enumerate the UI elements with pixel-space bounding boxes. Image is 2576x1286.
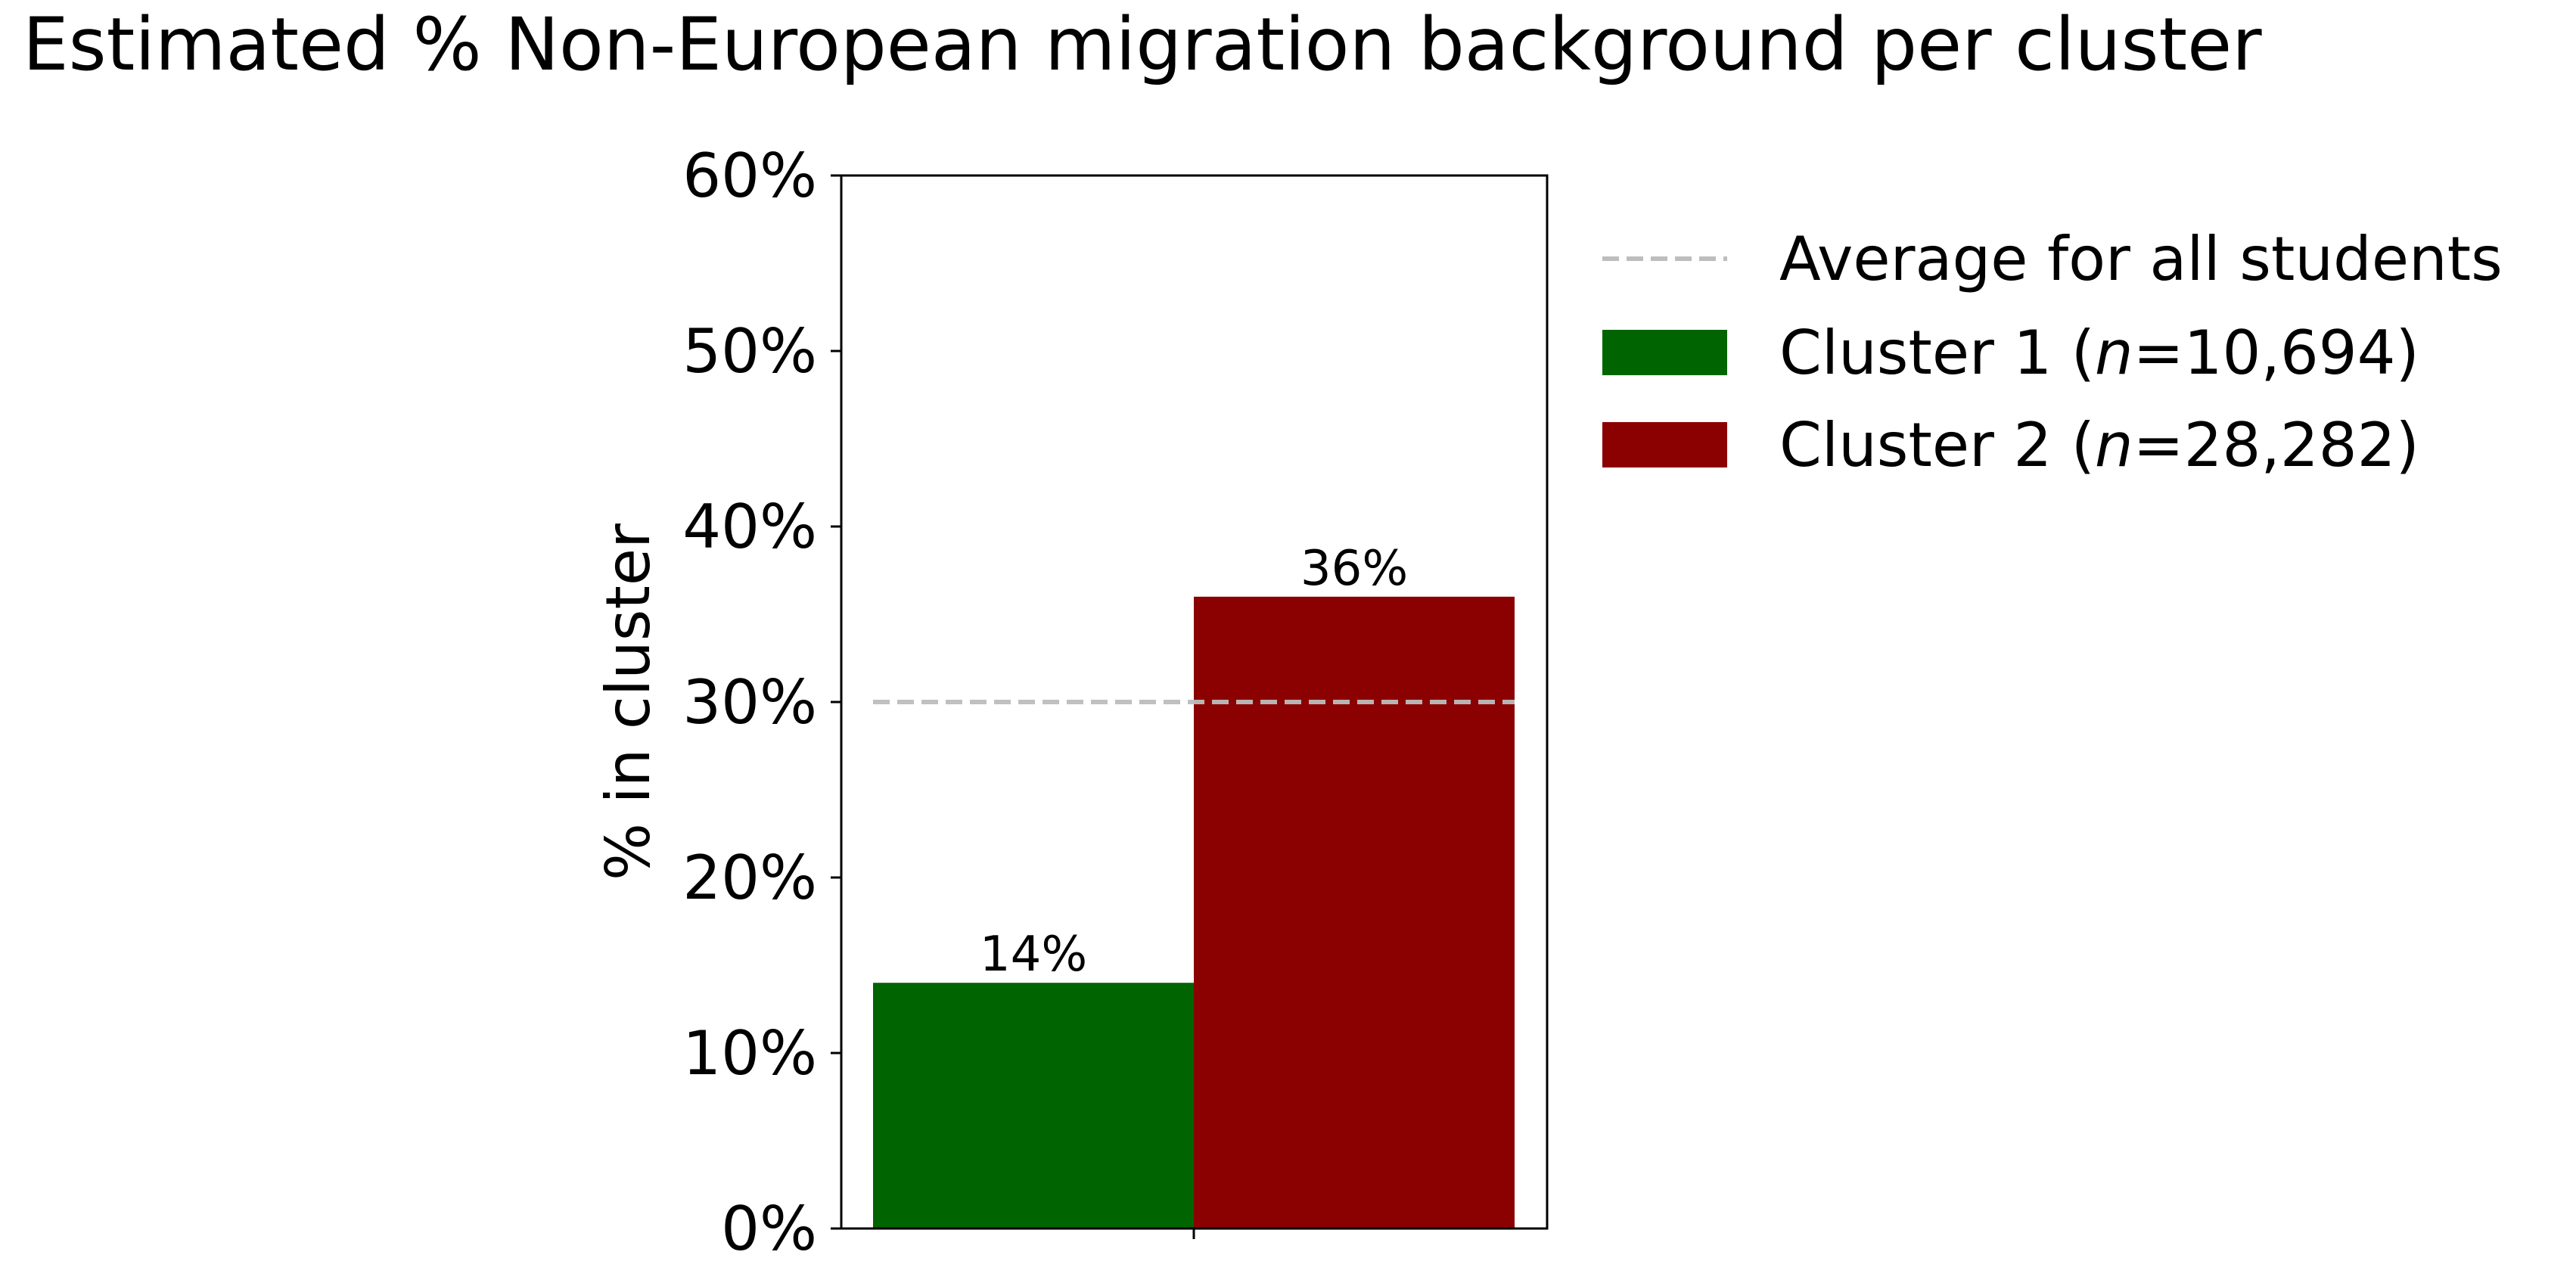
- bar-1: [873, 983, 1194, 1229]
- legend-label-average: Average for all students: [1779, 224, 2503, 294]
- y-tick-label: 30%: [682, 667, 817, 738]
- y-tick-label: 60%: [682, 141, 817, 211]
- y-tick-label: 20%: [682, 843, 817, 913]
- legend-swatch-cluster-1: [1602, 330, 1727, 375]
- y-axis-label: % in cluster: [593, 523, 663, 881]
- legend: Average for all students Cluster 1 (n=10,…: [1602, 224, 2503, 480]
- y-tick-label: 10%: [682, 1018, 817, 1089]
- legend-label-cluster-1: Cluster 1 (n=10,694): [1779, 318, 2419, 388]
- bar-value-label-1: 14%: [980, 927, 1087, 983]
- y-tick-label: 40%: [682, 492, 817, 562]
- bar-2: [1194, 596, 1515, 1229]
- plot-area: 14% 36% 0% 10% 20% 30% 40% 50% 60% % in cluster: [593, 141, 1549, 1264]
- y-tick-label: 0%: [721, 1194, 817, 1264]
- chart-title: Estimated % Non-European migration backg…: [23, 2, 2262, 87]
- y-tick-label: 50%: [682, 316, 817, 387]
- legend-swatch-cluster-2: [1602, 422, 1727, 467]
- bar-value-label-2: 36%: [1300, 541, 1408, 597]
- legend-label-cluster-2: Cluster 2 (n=28,282): [1779, 410, 2419, 480]
